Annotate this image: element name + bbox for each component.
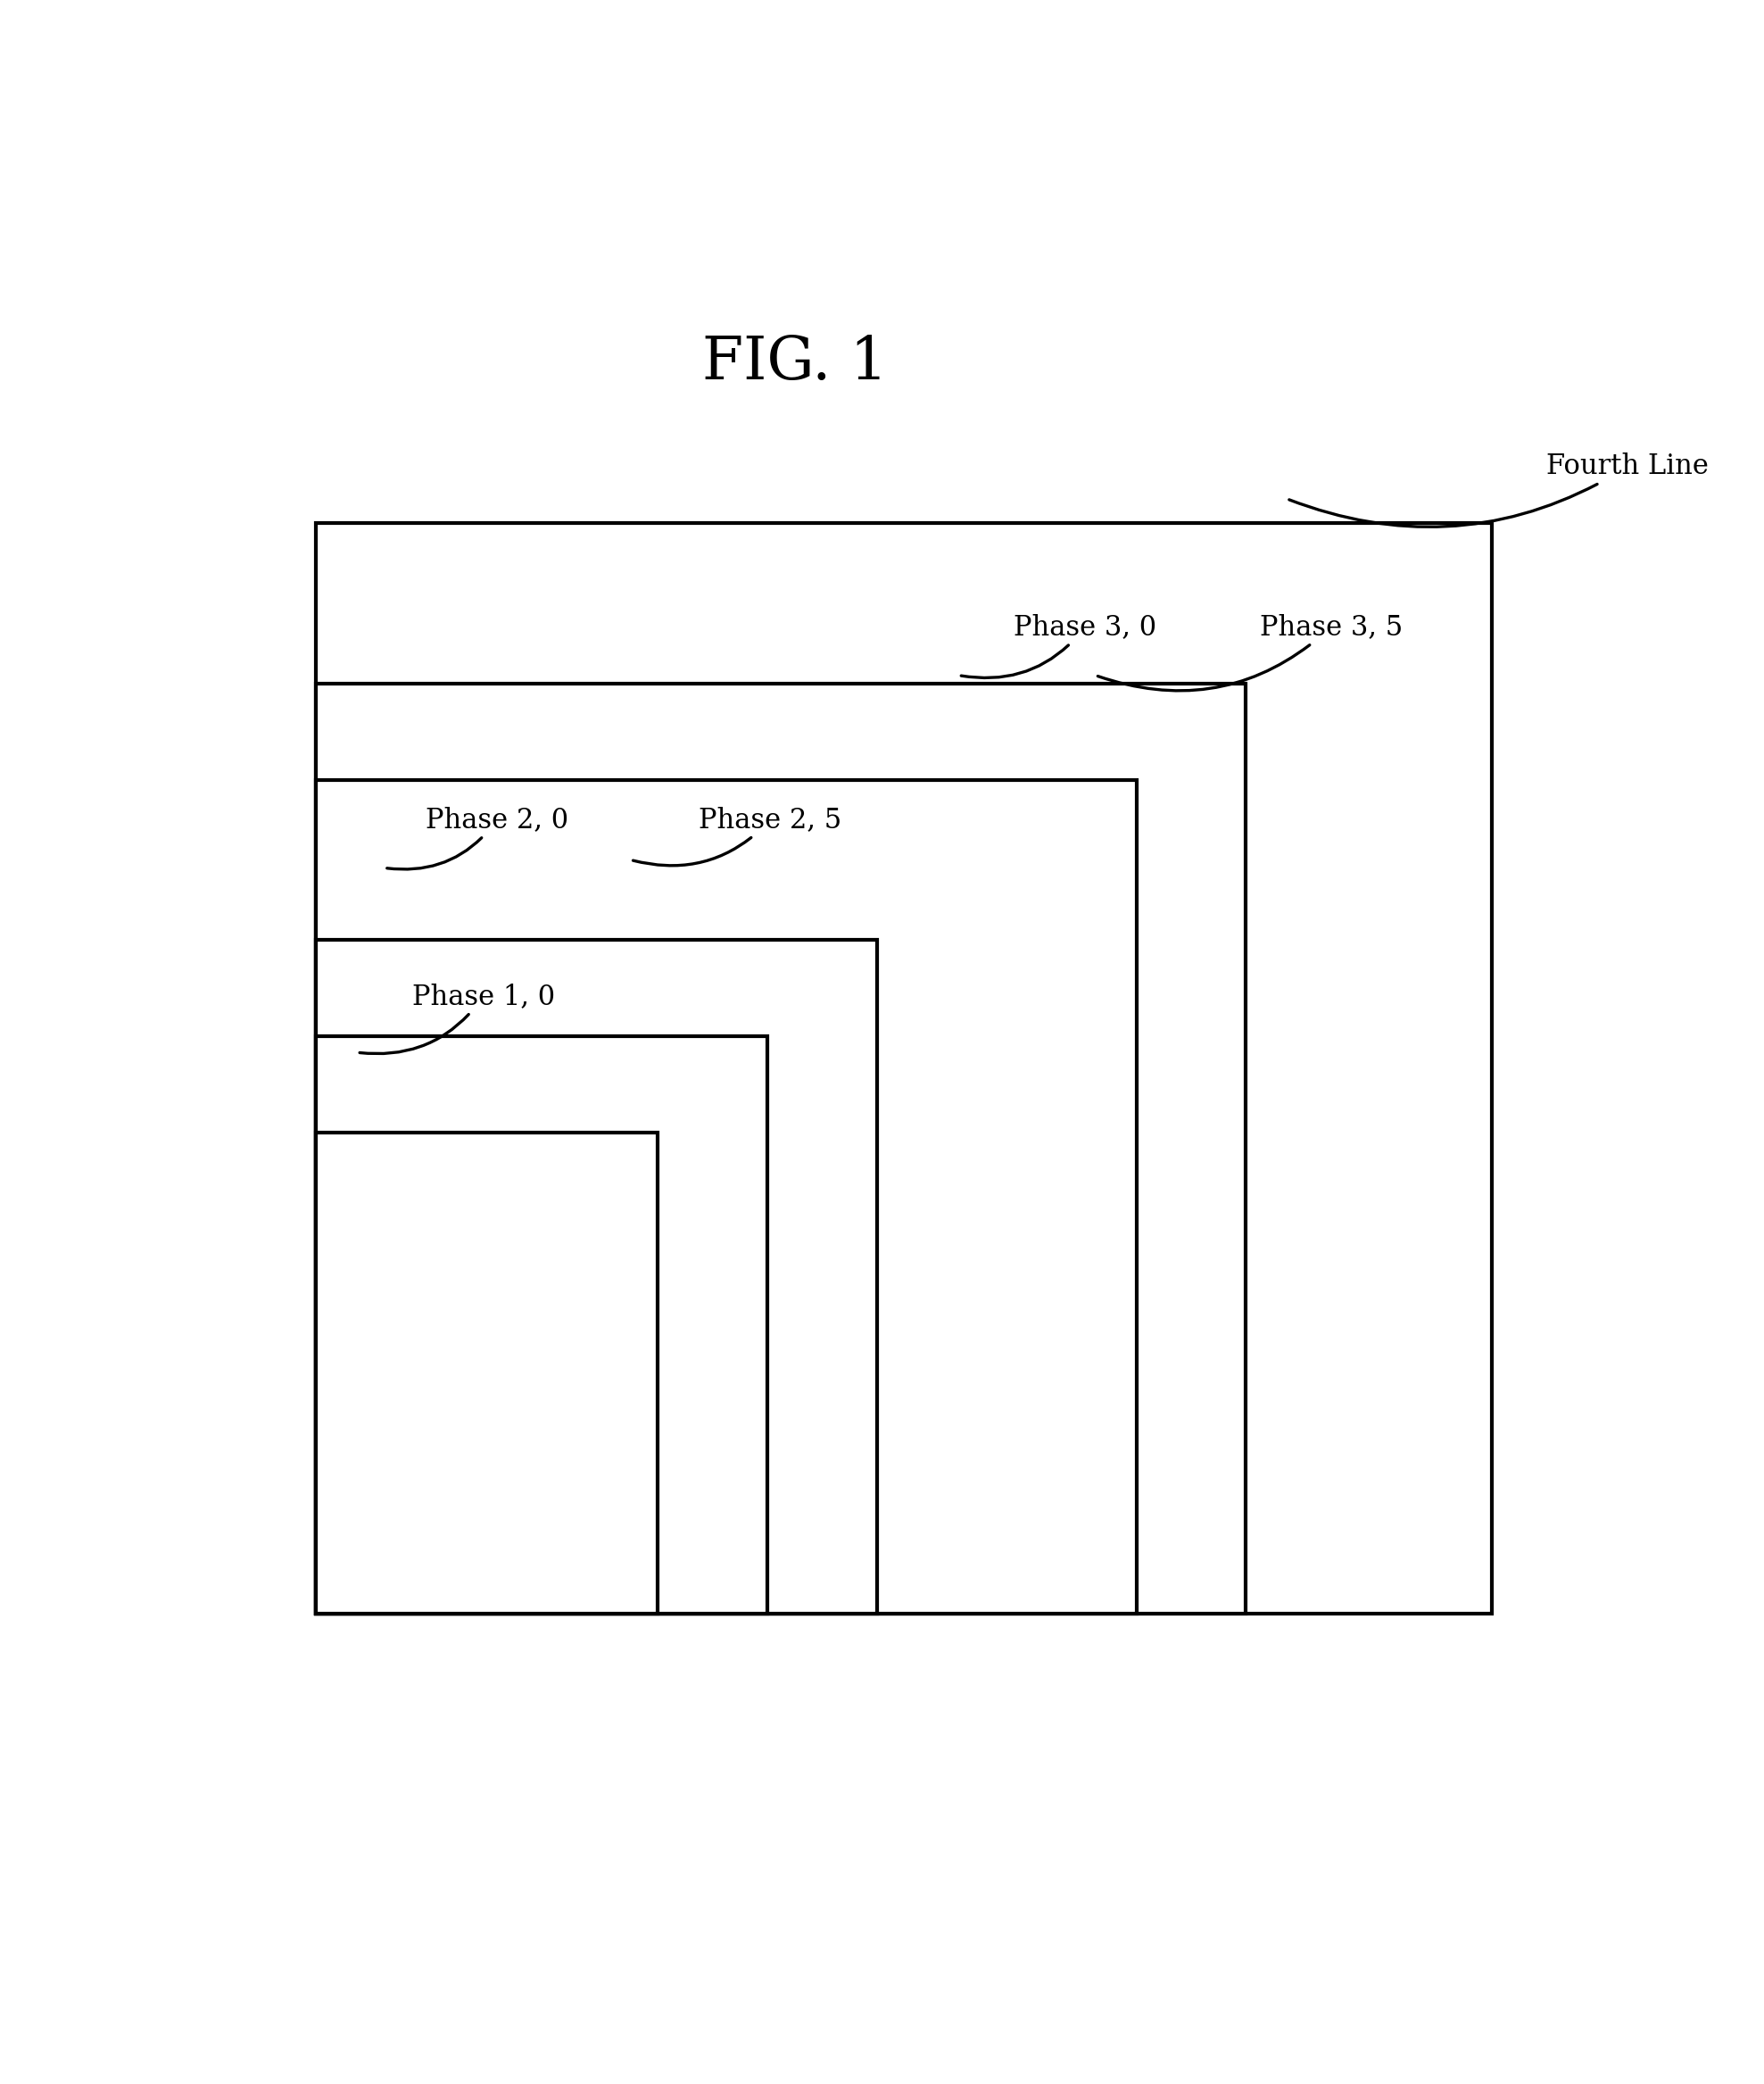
Bar: [316, 1036, 767, 1613]
Text: FIG. 1: FIG. 1: [702, 333, 887, 392]
Bar: [316, 684, 1245, 1613]
Bar: [316, 779, 1136, 1613]
Text: Phase 3, 5: Phase 3, 5: [1097, 613, 1402, 690]
Text: Fourth Line: Fourth Line: [1289, 452, 1709, 527]
Bar: [316, 1134, 658, 1613]
Text: Phase 1, 0: Phase 1, 0: [360, 982, 554, 1055]
Text: Phase 2, 5: Phase 2, 5: [633, 807, 841, 865]
Text: Phase 2, 0: Phase 2, 0: [386, 807, 568, 869]
Bar: [316, 523, 1492, 1613]
Bar: [316, 940, 877, 1613]
Text: Phase 3, 0: Phase 3, 0: [961, 613, 1155, 677]
